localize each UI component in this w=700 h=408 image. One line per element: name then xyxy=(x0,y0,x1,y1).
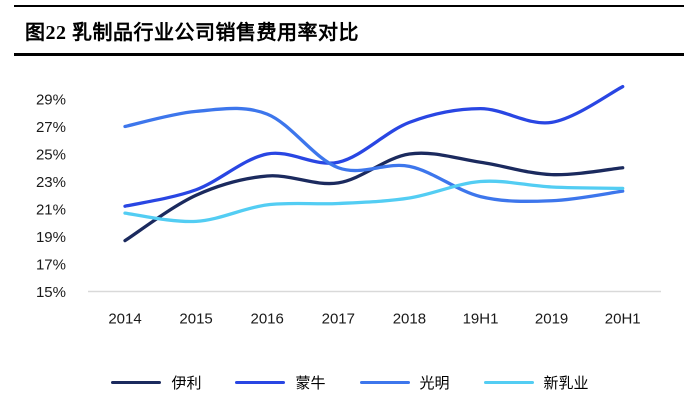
y-tick-label: 17% xyxy=(36,256,66,273)
figure-title: 图22 乳制品行业公司销售费用率对比 xyxy=(25,22,359,44)
legend-label-guangming: 光明 xyxy=(419,376,450,392)
y-tick-label: 15% xyxy=(36,284,66,301)
series-line-1 xyxy=(123,84,625,208)
y-tick-label: 19% xyxy=(36,229,66,246)
x-tick-label: 2017 xyxy=(322,310,355,327)
x-tick-label: 2016 xyxy=(251,310,284,327)
chart-legend: 伊利 蒙牛 光明 新乳业 xyxy=(0,372,700,393)
y-tick-label: 23% xyxy=(36,174,66,191)
legend-swatch-guangming xyxy=(359,381,410,384)
x-tick-label: 2019 xyxy=(535,310,568,327)
title-bottom-rule xyxy=(14,53,684,56)
x-tick-label: 2018 xyxy=(393,310,426,327)
legend-item-yili: 伊利 xyxy=(111,372,201,393)
y-tick-label: 25% xyxy=(36,146,66,163)
legend-swatch-xinruye xyxy=(483,381,534,384)
legend-label-mengniu: 蒙牛 xyxy=(295,376,326,392)
x-tick-label: 2014 xyxy=(108,310,141,327)
line-chart: 29% 27% 25% 23% 21% 19% 17% 15% 2014 2015 2016 2017… xyxy=(36,84,661,327)
y-tick-label: 27% xyxy=(36,119,66,136)
legend-swatch-yili xyxy=(111,381,162,384)
legend-label-xinruye: 新乳业 xyxy=(543,376,589,392)
y-tick-label: 21% xyxy=(36,201,66,218)
legend-item-guangming: 光明 xyxy=(359,372,450,393)
x-tick-label: 20H1 xyxy=(605,310,641,327)
legend-item-xinruye: 新乳业 xyxy=(483,372,589,393)
legend-label-yili: 伊利 xyxy=(171,376,202,392)
title-top-rule xyxy=(14,5,684,7)
legend-item-mengniu: 蒙牛 xyxy=(235,372,326,393)
y-tick-label: 29% xyxy=(36,91,66,108)
legend-swatch-mengniu xyxy=(235,381,286,384)
x-tick-label: 2015 xyxy=(179,310,212,327)
x-tick-label: 19H1 xyxy=(463,310,499,327)
series-line-2 xyxy=(123,106,625,204)
series-line-0 xyxy=(123,151,625,243)
series-line-3 xyxy=(123,179,625,224)
